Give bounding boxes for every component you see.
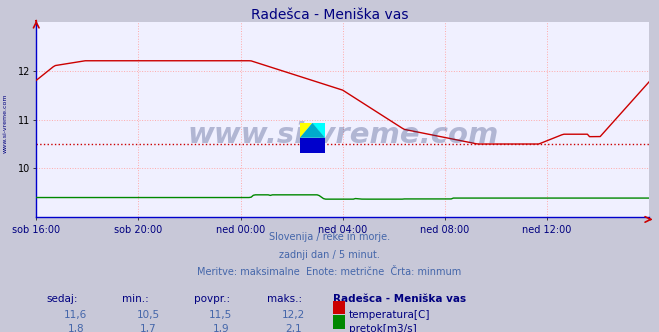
- Polygon shape: [300, 138, 325, 153]
- Text: temperatura[C]: temperatura[C]: [349, 310, 430, 320]
- Text: min.:: min.:: [122, 294, 149, 304]
- Text: 11,5: 11,5: [209, 310, 233, 320]
- Text: zadnji dan / 5 minut.: zadnji dan / 5 minut.: [279, 250, 380, 260]
- Text: www.si-vreme.com: www.si-vreme.com: [3, 93, 8, 153]
- Text: Slovenija / reke in morje.: Slovenija / reke in morje.: [269, 232, 390, 242]
- Polygon shape: [300, 123, 312, 138]
- Text: maks.:: maks.:: [267, 294, 302, 304]
- Text: 2,1: 2,1: [285, 324, 302, 332]
- Polygon shape: [300, 123, 325, 138]
- Text: 11,6: 11,6: [64, 310, 88, 320]
- Text: Radešca - Meniška vas: Radešca - Meniška vas: [333, 294, 466, 304]
- Text: Radešca - Meniška vas: Radešca - Meniška vas: [251, 8, 408, 22]
- Text: sedaj:: sedaj:: [46, 294, 78, 304]
- Text: www.si-vreme.com: www.si-vreme.com: [187, 121, 498, 149]
- Text: 1,7: 1,7: [140, 324, 157, 332]
- Text: pretok[m3/s]: pretok[m3/s]: [349, 324, 416, 332]
- Text: 1,9: 1,9: [212, 324, 229, 332]
- Text: Meritve: maksimalne  Enote: metrične  Črta: minmum: Meritve: maksimalne Enote: metrične Črta…: [198, 267, 461, 277]
- Polygon shape: [312, 123, 325, 138]
- Text: 1,8: 1,8: [67, 324, 84, 332]
- Text: 10,5: 10,5: [136, 310, 160, 320]
- Text: 12,2: 12,2: [281, 310, 305, 320]
- Text: povpr.:: povpr.:: [194, 294, 231, 304]
